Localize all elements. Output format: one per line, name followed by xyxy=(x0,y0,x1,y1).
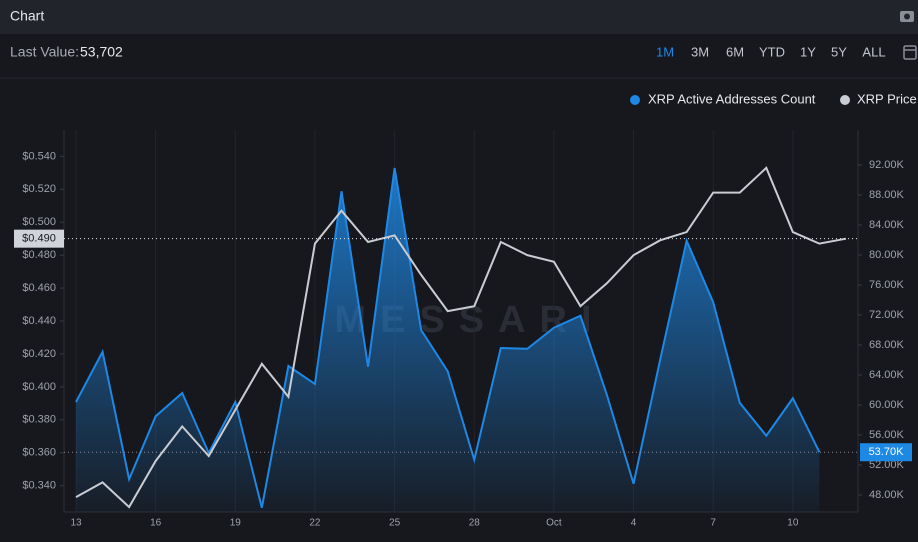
title: Chart xyxy=(10,8,44,24)
range-button[interactable]: 3M xyxy=(691,44,709,59)
line xyxy=(75,166,847,509)
current-value-label: $0.490 xyxy=(22,233,56,245)
y-tick-label: $0.540 xyxy=(22,150,56,162)
y-tick-label: $0.400 xyxy=(22,381,56,393)
camera-icon[interactable] xyxy=(900,11,914,22)
last-value: 53,702 xyxy=(80,44,123,60)
x-tick-label: 16 xyxy=(150,518,162,529)
legend-label[interactable]: XRP Active Addresses Count xyxy=(648,91,816,106)
y2-tick-label: 52.00K xyxy=(869,459,905,471)
current-value-box xyxy=(860,443,912,462)
y2-tick-label: 56.00K xyxy=(869,429,905,441)
range-button[interactable]: 6M xyxy=(726,44,744,59)
current-value-label: 53.70K xyxy=(869,446,905,458)
legend-swatch xyxy=(840,95,850,105)
y2-tick-label: 88.00K xyxy=(869,189,905,201)
range-button[interactable]: 5Y xyxy=(831,44,847,59)
y-tick-label: $0.380 xyxy=(22,414,56,426)
y-tick-label: $0.340 xyxy=(22,480,56,492)
y2-tick-label: 60.00K xyxy=(869,399,905,411)
y-tick-label: $0.520 xyxy=(22,183,56,195)
x-tick-label: 22 xyxy=(309,518,321,529)
x-tick-label: 13 xyxy=(70,518,82,529)
x-tick-label: 7 xyxy=(710,518,716,529)
line xyxy=(75,167,821,508)
y2-tick-label: 92.00K xyxy=(869,159,905,171)
x-tick-label: 19 xyxy=(230,518,242,529)
range-button[interactable]: 1M xyxy=(656,44,674,59)
legend-label[interactable]: XRP Price xyxy=(857,91,917,106)
y2-tick-label: 80.00K xyxy=(869,249,905,261)
y2-tick-label: 72.00K xyxy=(869,309,905,321)
y2-tick-label: 76.00K xyxy=(869,279,905,291)
area xyxy=(76,168,820,512)
current-value-box xyxy=(14,229,64,248)
x-tick-label: 10 xyxy=(787,518,799,529)
range-button[interactable]: ALL xyxy=(862,44,885,59)
range-button[interactable]: 1Y xyxy=(800,44,816,59)
y-tick-label: $0.500 xyxy=(22,216,56,228)
y2-tick-label: 84.00K xyxy=(869,219,905,231)
legend-swatch xyxy=(630,95,640,105)
y-tick-label: $0.480 xyxy=(22,249,56,261)
y-tick-label: $0.440 xyxy=(22,315,56,327)
y-tick-label: $0.360 xyxy=(22,447,56,459)
x-tick-label: Oct xyxy=(546,518,562,529)
y-tick-label: $0.420 xyxy=(22,348,56,360)
x-tick-label: 4 xyxy=(631,518,637,529)
header-bar xyxy=(0,0,918,34)
calendar-icon[interactable] xyxy=(903,45,917,60)
y2-tick-label: 68.00K xyxy=(869,339,905,351)
x-tick-label: 28 xyxy=(469,518,481,529)
y2-tick-label: 48.00K xyxy=(869,489,905,501)
y2-tick-label: 64.00K xyxy=(869,369,905,381)
last-value-label: Last Value: xyxy=(10,44,79,60)
x-tick-label: 25 xyxy=(389,518,401,529)
range-button[interactable]: YTD xyxy=(759,44,785,59)
y-tick-label: $0.460 xyxy=(22,282,56,294)
